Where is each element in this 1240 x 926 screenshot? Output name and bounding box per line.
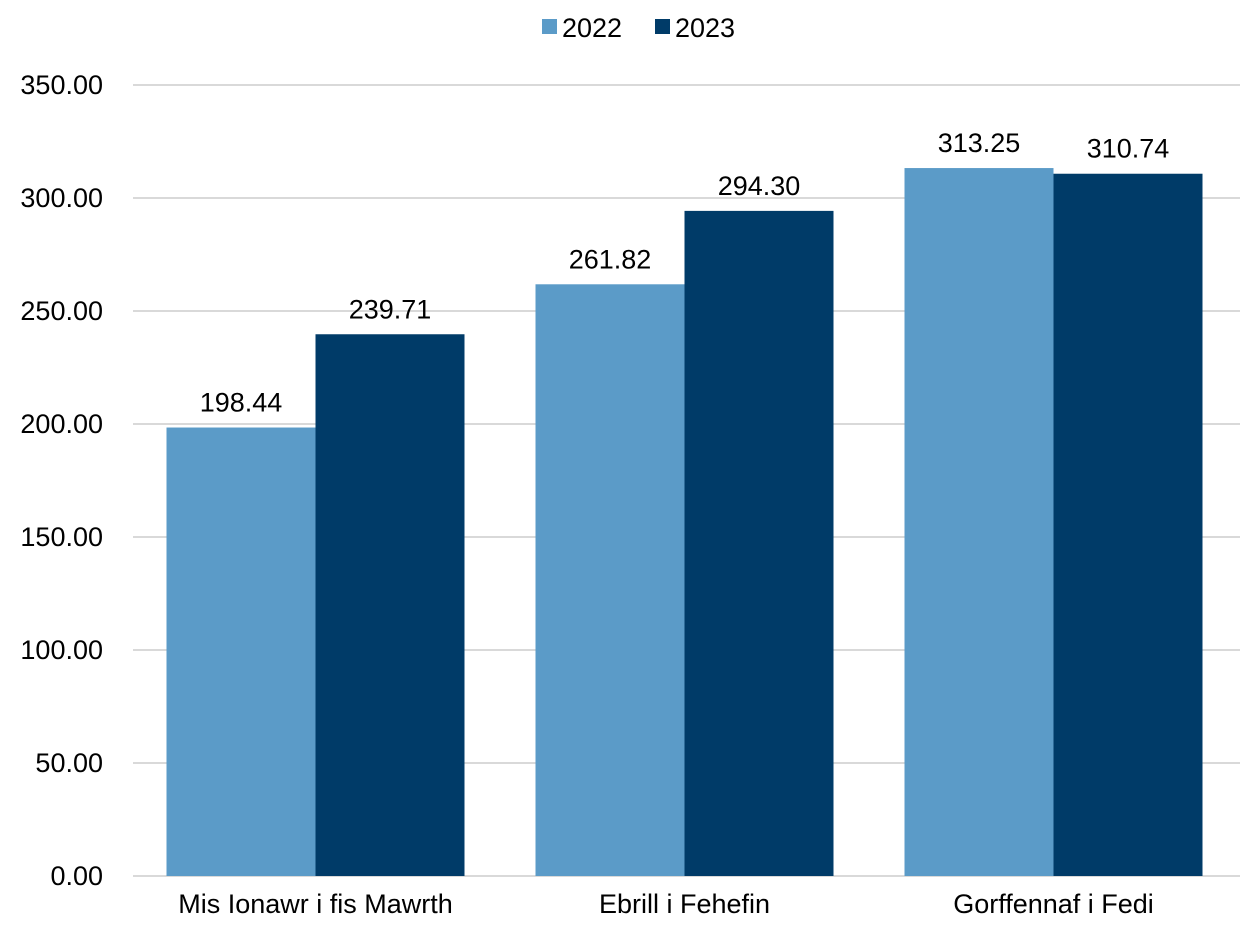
bar-2022 (535, 284, 685, 876)
data-label: 313.25 (938, 128, 1021, 158)
bar-2022 (904, 168, 1054, 876)
bar-2023 (1053, 173, 1203, 876)
legend-swatch-2023 (655, 19, 670, 34)
data-label: 198.44 (200, 388, 283, 418)
bar-2023 (315, 334, 465, 877)
x-category-label: Gorffennaf i Fedi (953, 889, 1154, 919)
data-label: 239.71 (349, 294, 432, 324)
y-axis: 0.00 50.00 100.00 150.00 200.00 250.00 300.00 3… (20, 70, 103, 891)
chart-legend: 2022 2023 (542, 13, 735, 43)
y-tick-label: 50.00 (35, 748, 103, 778)
data-label: 261.82 (569, 244, 652, 274)
x-axis: Mis Ionawr i fis Mawrth Ebrill i Fehefin G… (178, 889, 1154, 919)
bar-2023 (684, 210, 834, 876)
x-category-label: Mis Ionawr i fis Mawrth (178, 889, 453, 919)
y-tick-label: 100.00 (20, 635, 103, 665)
y-tick-label: 300.00 (20, 183, 103, 213)
bar-2022 (166, 427, 316, 876)
data-labels: 198.44 239.71 261.82 294.30 313.25 310.74 (200, 128, 1170, 417)
legend-label-2023: 2023 (675, 13, 735, 43)
chart-bars (166, 168, 1203, 877)
y-tick-label: 350.00 (20, 70, 103, 100)
data-label: 294.30 (718, 171, 801, 201)
y-tick-label: 0.00 (50, 861, 103, 891)
y-tick-label: 250.00 (20, 296, 103, 326)
legend-label-2022: 2022 (562, 13, 622, 43)
x-category-label: Ebrill i Fehefin (599, 889, 770, 919)
data-label: 310.74 (1087, 134, 1170, 164)
y-tick-label: 150.00 (20, 522, 103, 552)
y-tick-label: 200.00 (20, 409, 103, 439)
legend-swatch-2022 (542, 19, 557, 34)
